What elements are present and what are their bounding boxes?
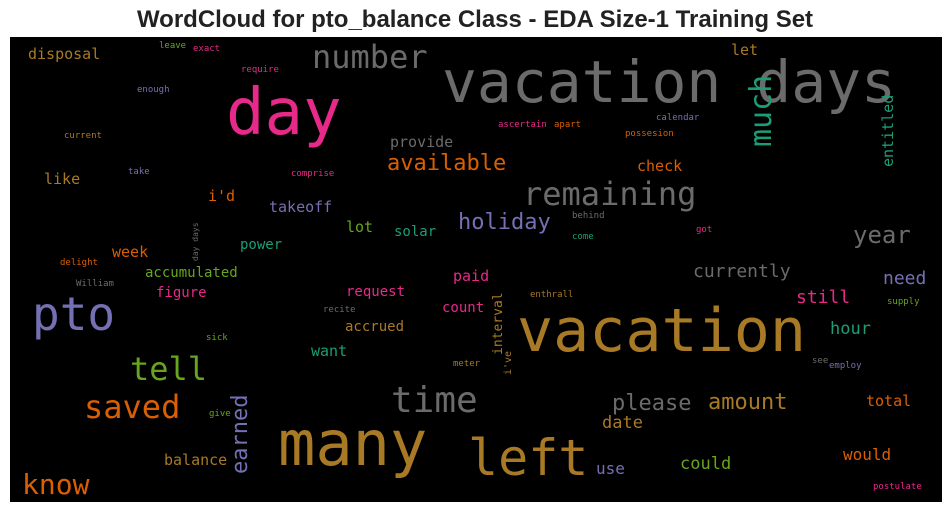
- wordcloud-word: figure: [156, 285, 207, 301]
- wordcloud-word: William: [76, 279, 114, 289]
- wordcloud-word: want: [311, 342, 348, 360]
- wordcloud-word: check: [637, 157, 683, 175]
- wordcloud-word: sick: [206, 333, 228, 343]
- wordcloud-word: come: [572, 232, 594, 242]
- wordcloud-word: like: [44, 170, 81, 188]
- chart-title: WordCloud for pto_balance Class - EDA Si…: [136, 6, 814, 33]
- wordcloud-word: count: [442, 300, 485, 316]
- wordcloud-word: entitled: [879, 94, 897, 167]
- wordcloud-word: number: [312, 38, 428, 76]
- wordcloud-word: know: [22, 468, 90, 501]
- wordcloud-word: still: [796, 287, 851, 308]
- wordcloud-word: postulate: [873, 482, 922, 492]
- wordcloud-word: use: [596, 459, 625, 478]
- wordcloud-word: year: [853, 221, 911, 249]
- wordcloud-word: ascertain: [498, 120, 547, 130]
- wordcloud-word: take: [128, 167, 150, 177]
- wordcloud-word: i've: [503, 350, 514, 375]
- wordcloud-word: comprise: [291, 169, 335, 179]
- wordcloud-word: could: [680, 454, 732, 474]
- wordcloud-word: power: [240, 237, 283, 253]
- wordcloud-word: saved: [84, 388, 181, 426]
- wordcloud-word: request: [346, 284, 406, 300]
- wordcloud-word: vacation: [517, 296, 806, 366]
- wordcloud-word: available: [387, 151, 507, 176]
- wordcloud-word: enough: [137, 85, 170, 95]
- wordcloud-word: enthrall: [530, 290, 574, 300]
- wordcloud-word: would: [843, 445, 892, 464]
- wordcloud-word: much: [744, 74, 779, 147]
- wordcloud-word: tell: [130, 350, 208, 388]
- wordcloud-canvas: vacation vacation days many day left pto time n…: [10, 37, 942, 502]
- wordcloud-word: disposal: [28, 45, 101, 63]
- wordcloud-word: got: [696, 225, 713, 235]
- wordcloud-word: many: [278, 407, 428, 480]
- wordcloud-word: remaining: [523, 175, 697, 213]
- wordcloud-word: exact: [193, 44, 221, 54]
- wordcloud-word: pto: [32, 287, 116, 341]
- wordcloud-word: vacation days: [442, 48, 896, 116]
- wordcloud-word: week: [112, 243, 149, 261]
- wordcloud-word: let: [731, 41, 759, 59]
- wordcloud-word: date: [602, 413, 643, 433]
- wordcloud-word: i'd: [208, 187, 236, 205]
- wordcloud-word: calendar: [656, 113, 700, 123]
- wordcloud-word: takeoff: [269, 198, 333, 216]
- wordcloud-word: provide: [390, 133, 454, 151]
- wordcloud-word: require: [241, 65, 279, 75]
- wordcloud-word: paid: [453, 267, 490, 285]
- wordcloud-word: accumulated: [145, 265, 238, 281]
- wordcloud-word: interval: [491, 292, 506, 356]
- wordcloud-word: need: [883, 268, 927, 289]
- wordcloud-word: please: [612, 391, 692, 416]
- wordcloud-word: apart: [554, 120, 582, 130]
- wordcloud-word: left: [468, 429, 589, 487]
- wordcloud-word: recite: [323, 305, 356, 315]
- wordcloud-word: lot: [346, 218, 374, 236]
- wordcloud-word: currently: [693, 261, 791, 282]
- wordcloud-word: give: [209, 409, 231, 419]
- wordcloud-word: accrued: [345, 319, 405, 335]
- wordcloud-word: holiday: [458, 210, 551, 235]
- wordcloud-word: possesion: [625, 129, 674, 139]
- wordcloud-word: supply: [887, 297, 920, 307]
- wordcloud-word: day days: [191, 222, 200, 262]
- wordcloud-word: hour: [830, 319, 871, 339]
- wordcloud-word: time: [391, 380, 478, 421]
- wordcloud-word: delight: [60, 258, 98, 268]
- wordcloud-word: balance: [164, 451, 228, 469]
- wordcloud-word: behind: [572, 211, 605, 221]
- wordcloud-word: amount: [708, 390, 788, 415]
- wordcloud-word: see: [812, 356, 829, 366]
- wordcloud-word: day: [226, 76, 342, 150]
- wordcloud-word: earned: [228, 394, 253, 475]
- wordcloud-word: employ: [829, 361, 862, 371]
- wordcloud-word: solar: [394, 224, 437, 240]
- wordcloud-word: meter: [453, 359, 481, 369]
- wordcloud-word: total: [866, 392, 912, 410]
- wordcloud-word: current: [64, 131, 102, 141]
- wordcloud-word: leave: [159, 41, 187, 51]
